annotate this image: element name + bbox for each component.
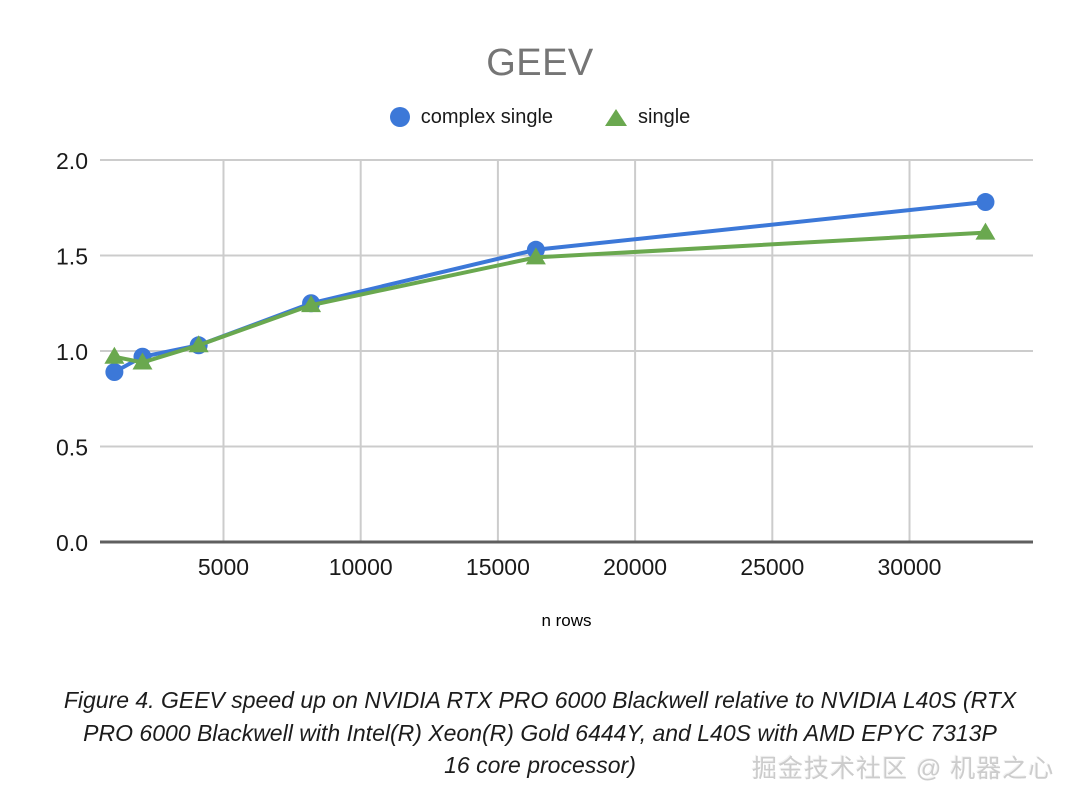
caption-line: 16 core processor) (444, 752, 636, 778)
data-point-triangle (975, 222, 996, 240)
figure-caption: Figure 4. GEEV speed up on NVIDIA RTX PR… (0, 684, 1080, 782)
x-tick-label: 30000 (878, 554, 942, 580)
y-tick-label: 0.0 (56, 530, 88, 556)
x-axis-title: n rows (541, 611, 591, 630)
data-point-triangle (188, 335, 209, 353)
legend-label-complex-single: complex single (420, 105, 554, 128)
x-tick-label: 10000 (329, 554, 393, 580)
data-point-circle (105, 363, 124, 382)
series-line-triangle (113, 230, 986, 365)
chart-title: GEEV (486, 42, 594, 84)
chart-legend: complex single single (0, 101, 1080, 133)
watermark-text: 掘金技术社区 @ 机器之心 (752, 755, 1055, 783)
series-line-circle (113, 200, 986, 374)
triangle-marker-icon (605, 108, 628, 126)
legend-item-complex-single: complex single (389, 105, 554, 129)
legend-label-single: single (638, 105, 691, 128)
legend-item-single: single (605, 106, 690, 129)
data-point-triangle (301, 295, 322, 313)
data-point-triangle (104, 346, 125, 364)
circle-marker-icon (389, 107, 410, 127)
caption-line: PRO 6000 Blackwell with Intel(R) Xeon(R)… (83, 719, 997, 746)
x-tick-label: 25000 (740, 554, 804, 580)
data-point-circle (976, 193, 995, 212)
y-tick-label: 1.0 (56, 339, 88, 365)
x-tick-label: 5000 (198, 554, 249, 580)
geev-line-chart: 5000 10000 15000 20000 25000 30000 0.0 0.5 1.0 1.… (56, 148, 1033, 630)
y-tick-label: 1.5 (56, 244, 88, 270)
y-tick-label: 2.0 (56, 148, 88, 174)
caption-line: Figure 4. GEEV speed up on NVIDIA RTX PR… (63, 687, 1017, 713)
x-tick-label: 20000 (603, 554, 667, 580)
y-tick-label: 0.5 (56, 435, 88, 461)
data-point-triangle (525, 247, 546, 265)
data-point-triangle (132, 352, 153, 370)
x-tick-label: 15000 (466, 554, 530, 580)
